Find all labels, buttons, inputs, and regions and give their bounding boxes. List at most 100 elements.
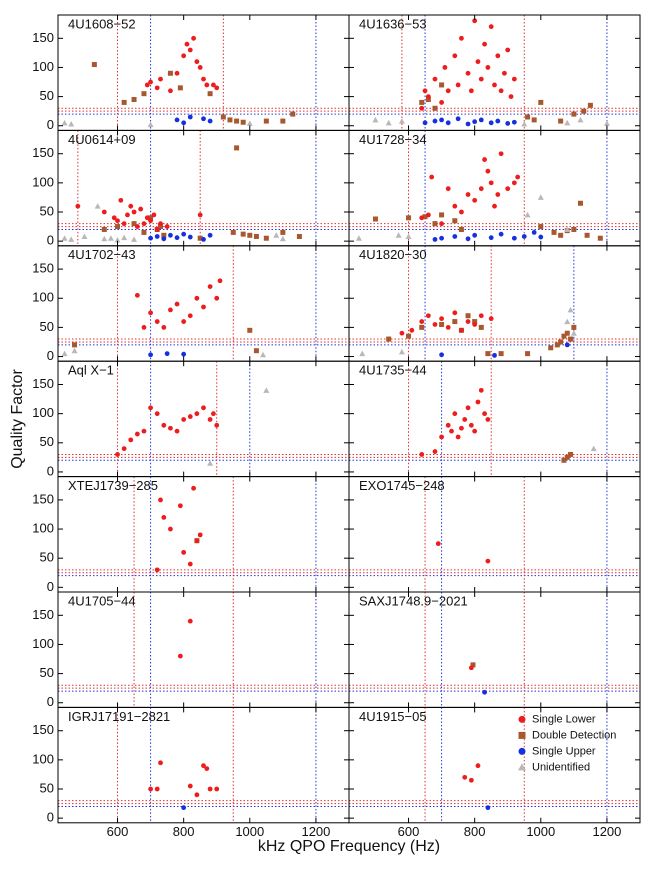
data-point — [164, 224, 170, 229]
data-point — [161, 232, 167, 238]
y-tick-label: 100 — [32, 290, 54, 305]
data-point — [154, 234, 160, 239]
y-tick-label: 100 — [32, 174, 54, 189]
x-axis-label: kHz QPO Frequency (Hz) — [258, 838, 440, 855]
data-point — [455, 116, 461, 122]
data-point — [141, 91, 147, 97]
data-point — [432, 118, 438, 124]
data-point — [478, 387, 484, 393]
legend-marker — [518, 715, 526, 723]
data-point — [472, 119, 478, 125]
data-point — [472, 232, 478, 238]
data-point — [204, 82, 210, 88]
data-point — [94, 203, 101, 209]
data-point — [465, 313, 471, 319]
y-tick-label: 150 — [32, 491, 54, 506]
data-point — [191, 35, 196, 41]
data-point — [71, 347, 78, 354]
data-point — [581, 108, 587, 114]
data-point — [445, 186, 451, 192]
data-point — [201, 76, 206, 82]
data-point — [154, 786, 160, 792]
data-point — [279, 235, 286, 242]
data-point — [148, 235, 153, 241]
data-point — [141, 221, 147, 227]
data-point — [247, 232, 253, 238]
data-point — [452, 310, 458, 316]
data-point — [168, 526, 173, 532]
data-point — [439, 316, 444, 322]
data-point — [158, 760, 163, 766]
data-point — [488, 24, 494, 30]
data-point — [498, 351, 504, 357]
data-point — [187, 234, 193, 240]
data-point — [538, 99, 544, 105]
panel-frame — [348, 245, 641, 362]
data-point — [201, 236, 206, 242]
data-point — [597, 235, 603, 241]
y-tick-label: 0 — [47, 117, 54, 132]
data-point — [181, 53, 187, 59]
data-point — [144, 82, 150, 88]
data-point — [61, 350, 68, 357]
data-point — [187, 783, 193, 789]
data-point — [131, 221, 137, 227]
data-point — [121, 221, 127, 227]
data-point — [115, 218, 120, 224]
y-tick-label: 50 — [40, 434, 54, 449]
data-point — [220, 114, 226, 120]
data-point — [161, 236, 167, 242]
legend-label: Single Upper — [532, 745, 596, 757]
data-point — [154, 227, 160, 232]
data-point — [154, 567, 160, 573]
data-point — [187, 414, 193, 419]
panel-title: XTEJ1739−285 — [68, 478, 158, 493]
data-point — [554, 342, 560, 348]
data-point — [482, 157, 487, 162]
data-point — [432, 236, 438, 242]
panel-frame — [57, 476, 350, 593]
data-point — [201, 405, 206, 411]
y-tick-label: 0 — [47, 694, 54, 709]
data-point — [548, 345, 554, 351]
data-point — [432, 105, 438, 111]
data-point — [478, 76, 484, 82]
y-tick-label: 50 — [40, 550, 54, 565]
data-point — [468, 422, 474, 428]
data-point — [498, 88, 504, 94]
data-point — [187, 618, 193, 624]
data-point — [214, 295, 220, 301]
data-point — [168, 232, 173, 238]
data-point — [207, 284, 213, 289]
data-point — [121, 99, 127, 105]
panel-title: 4U1728−34 — [359, 132, 427, 147]
data-point — [101, 209, 107, 215]
data-point — [194, 59, 200, 65]
data-point — [197, 235, 203, 241]
data-point — [564, 318, 571, 325]
data-point — [452, 218, 458, 224]
data-point — [260, 351, 267, 358]
data-point — [372, 216, 378, 222]
data-point — [571, 226, 577, 232]
data-point — [425, 97, 431, 103]
data-point — [538, 234, 544, 240]
data-point — [141, 428, 147, 434]
data-point — [587, 102, 593, 108]
data-point — [425, 212, 431, 218]
data-point — [181, 319, 187, 324]
data-point — [177, 503, 183, 509]
data-point — [462, 417, 468, 422]
data-point — [121, 234, 128, 241]
data-point — [148, 405, 153, 411]
data-point — [181, 417, 187, 422]
data-point — [234, 118, 240, 124]
data-point — [468, 665, 474, 671]
data-point — [174, 235, 180, 241]
x-tick-label: 600 — [398, 824, 420, 839]
x-tick-label: 1000 — [235, 824, 264, 839]
data-point — [125, 212, 130, 218]
legend-marker — [518, 731, 526, 739]
y-tick-label: 150 — [32, 376, 54, 391]
data-point — [227, 117, 233, 123]
